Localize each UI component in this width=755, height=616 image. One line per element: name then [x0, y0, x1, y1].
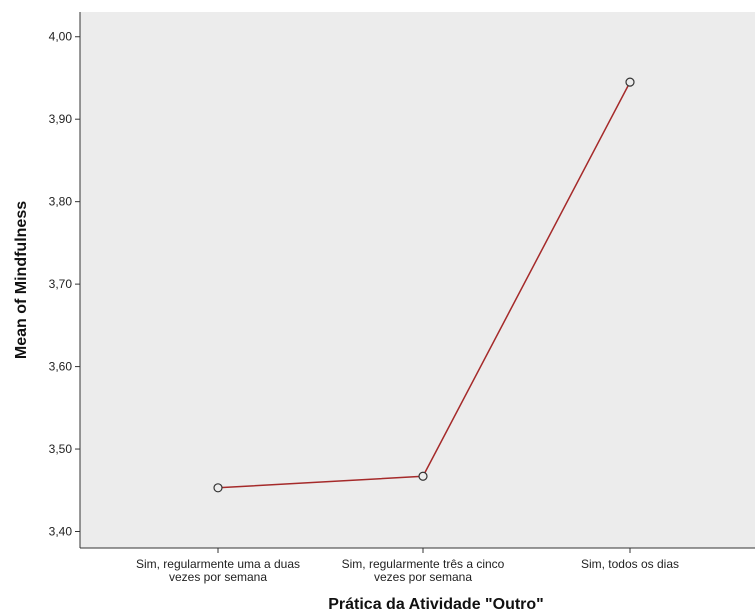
x-tick-label: vezes por semana — [374, 570, 472, 584]
y-axis-title: Mean of Mindfulness — [13, 201, 30, 359]
x-tick-label: Sim, regularmente três a cinco — [342, 557, 505, 571]
data-point-marker — [213, 483, 223, 493]
x-axis-title: Prática da Atividade "Outro" — [328, 596, 544, 613]
x-tick-label: vezes por semana — [169, 570, 267, 584]
plot-area — [80, 12, 755, 548]
data-point-marker — [418, 471, 428, 481]
x-tick-label: Sim, regularmente uma a duas — [136, 557, 300, 571]
y-tick-label: 3,60 — [49, 360, 73, 374]
series-group — [213, 77, 635, 493]
data-point-marker — [625, 77, 635, 87]
x-tick-label: Sim, todos os dias — [581, 557, 679, 571]
y-tick-label: 3,50 — [49, 442, 73, 456]
y-tick-label: 3,80 — [49, 195, 73, 209]
y-tick-label: 4,00 — [49, 30, 73, 44]
y-tick-label: 3,90 — [49, 112, 73, 126]
y-tick-label: 3,70 — [49, 277, 73, 291]
y-ticks: 3,40 3,50 3,60 3,70 3,80 3,90 4,00 — [49, 30, 80, 539]
y-tick-label: 3,40 — [49, 525, 73, 539]
